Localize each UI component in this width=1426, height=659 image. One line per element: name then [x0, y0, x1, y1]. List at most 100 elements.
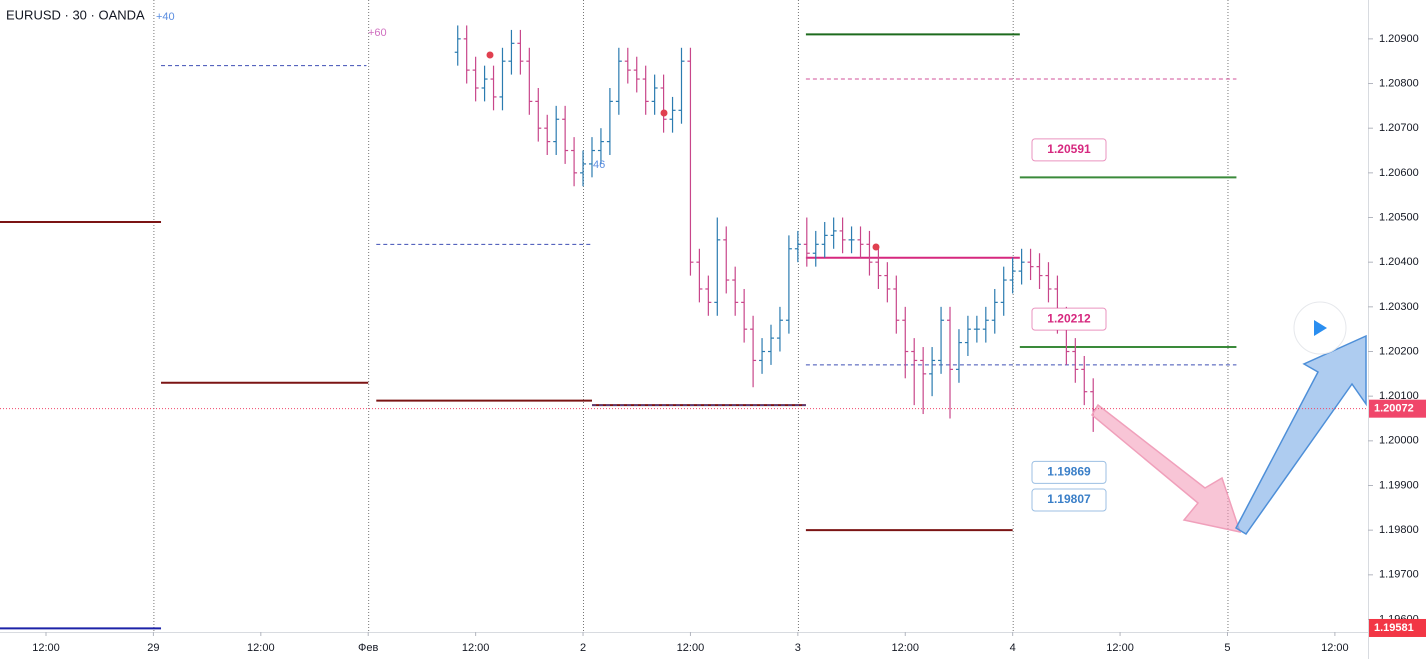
- y-tick-label: 1.20100: [1379, 390, 1419, 402]
- x-tick-label: 12:00: [891, 642, 919, 654]
- x-tick-label: 12:00: [247, 642, 275, 654]
- annotation: +60: [368, 27, 387, 39]
- bars-layer: [454, 25, 1097, 432]
- ohlc-bar: [732, 266, 739, 316]
- ohlc-bar: [651, 74, 658, 115]
- play-button[interactable]: [1293, 301, 1347, 355]
- x-tick-label: 4: [1010, 642, 1016, 654]
- ohlc-bar: [544, 114, 551, 155]
- y-tick-label: 1.20800: [1379, 77, 1419, 89]
- ohlc-bar: [580, 150, 587, 187]
- ohlc-bar: [660, 74, 667, 133]
- x-tick-label: Фев: [358, 642, 378, 654]
- ohlc-bar: [723, 226, 730, 294]
- x-tick-label: 12:00: [462, 642, 490, 654]
- price-tag-label: 1.20072: [1374, 403, 1414, 415]
- ohlc-bar: [1000, 266, 1007, 316]
- x-tick-label: 29: [147, 642, 159, 654]
- ohlc-bar: [1045, 262, 1052, 303]
- x-tick-label: 12:00: [1321, 642, 1349, 654]
- x-tick-label: 3: [795, 642, 801, 654]
- y-tick-label: 1.20600: [1379, 167, 1419, 179]
- annotation: 46: [593, 159, 605, 171]
- ohlc-bar: [624, 47, 631, 84]
- ohlc-bar: [911, 338, 918, 406]
- ohlc-bar: [982, 306, 989, 343]
- ohlc-bar: [741, 288, 748, 343]
- ohlc-bar: [714, 217, 721, 316]
- ohlc-bar: [490, 65, 497, 111]
- ohlc-bar: [472, 56, 479, 102]
- callout-label: 1.19807: [1047, 492, 1091, 506]
- ohlc-bar: [481, 65, 488, 102]
- ohlc-bar: [875, 248, 882, 289]
- x-tick-label: 2: [580, 642, 586, 654]
- y-tick-label: 1.20500: [1379, 211, 1419, 223]
- callout-box: [1031, 138, 1107, 162]
- signal-dot: [660, 109, 668, 117]
- ohlc-bar: [454, 25, 461, 66]
- ohlc-bar: [929, 347, 936, 397]
- ohlc-bar: [1081, 355, 1088, 406]
- callout-box: [1031, 488, 1107, 512]
- ohlc-bar: [902, 306, 909, 379]
- x-tick-label: 12:00: [1106, 642, 1134, 654]
- y-tick-label: 1.19900: [1379, 479, 1419, 491]
- ohlc-bar: [642, 65, 649, 115]
- ohlc-bar: [964, 315, 971, 356]
- price-tag: [1369, 399, 1426, 418]
- ohlc-bar: [812, 230, 819, 267]
- ohlc-bar: [687, 47, 694, 276]
- ohlc-bar: [678, 47, 685, 124]
- grid-layer: [153, 0, 1229, 632]
- ohlc-bar: [830, 217, 837, 249]
- y-tick-label: 1.20300: [1379, 301, 1419, 313]
- ohlc-bar: [776, 306, 783, 352]
- ohlc-bar: [750, 315, 757, 388]
- y-tick-label: 1.20700: [1379, 122, 1419, 134]
- ohlc-bar: [633, 56, 640, 93]
- ohlc-bar: [535, 87, 542, 142]
- ohlc-bar: [696, 248, 703, 303]
- x-tick-label: 5: [1224, 642, 1230, 654]
- ohlc-bar: [1072, 338, 1079, 383]
- ohlc-bar: [571, 137, 578, 187]
- ohlc-bar: [499, 47, 506, 111]
- callout-label: 1.19869: [1047, 465, 1091, 479]
- callout-label: 1.20591: [1047, 142, 1091, 156]
- y-tick-label: 1.20400: [1379, 256, 1419, 268]
- ohlc-bar: [508, 29, 515, 75]
- ohlc-bar: [866, 230, 873, 276]
- ohlc-bar: [615, 47, 622, 115]
- ohlc-bar: [597, 128, 604, 164]
- up-arrow: [1235, 334, 1367, 536]
- down-arrow: [1091, 403, 1242, 534]
- ohlc-bar: [1027, 248, 1034, 281]
- y-tick-label: 1.20000: [1379, 435, 1419, 447]
- play-icon[interactable]: [1314, 320, 1327, 336]
- ohlc-bar: [821, 221, 828, 258]
- y-tick-label: 1.20200: [1379, 345, 1419, 357]
- callouts-layer: 1.20591 1.20212 1.19869 1.19807: [0, 138, 1368, 512]
- price-tag: [1369, 618, 1426, 637]
- ohlc-bar: [562, 105, 569, 164]
- annotation: +40: [156, 11, 175, 23]
- ohlc-bar: [893, 275, 900, 334]
- ohlc-bar: [839, 217, 846, 254]
- ohlc-bar: [920, 347, 927, 415]
- ohlc-bar: [803, 217, 810, 267]
- ohlc-bar: [1009, 257, 1016, 294]
- price-tag-label: 1.19581: [1374, 622, 1414, 634]
- ohlc-bar: [991, 288, 998, 334]
- ohlc-bar: [947, 306, 954, 419]
- ohlc-bar: [794, 230, 801, 263]
- callout-label: 1.20212: [1047, 311, 1091, 325]
- ohlc-bar: [848, 226, 855, 254]
- x-tick-label: 12:00: [32, 642, 60, 654]
- levels-layer: [0, 33, 1237, 630]
- ohlc-bar: [553, 105, 560, 155]
- ohlc-bar: [857, 226, 864, 258]
- axes-layer: 1.196001.197001.198001.199001.200001.201…: [32, 33, 1426, 654]
